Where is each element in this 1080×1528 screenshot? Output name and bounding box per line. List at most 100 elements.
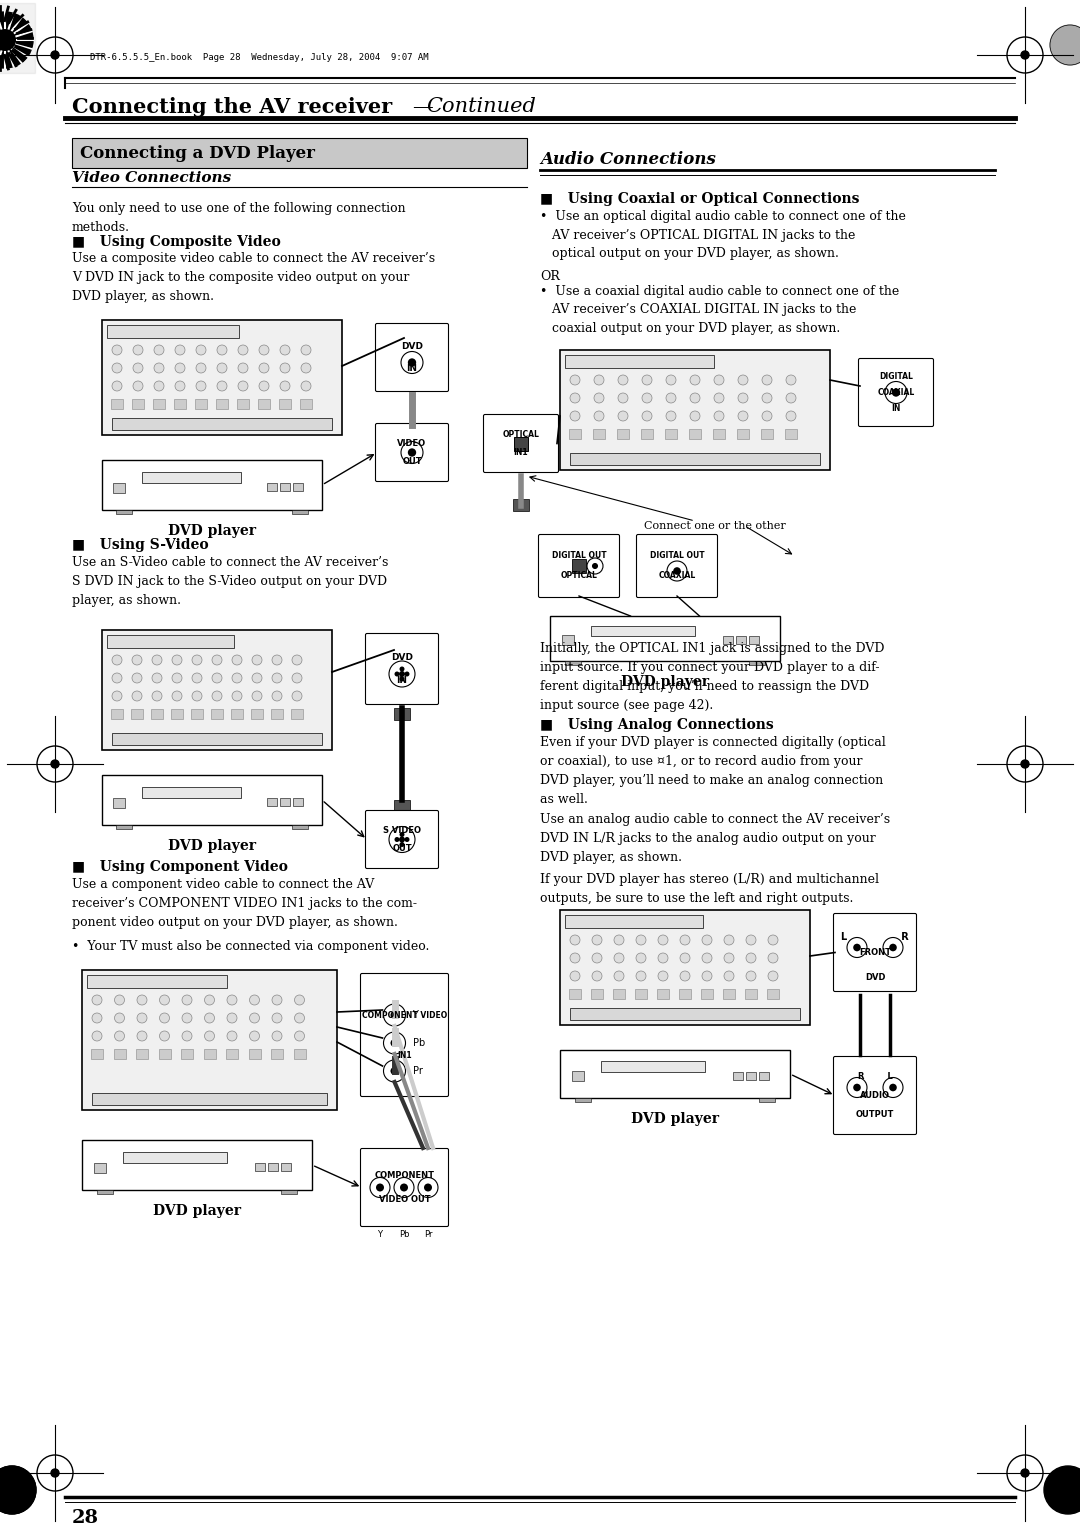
Circle shape xyxy=(592,953,602,963)
Text: Continued: Continued xyxy=(426,98,536,116)
Circle shape xyxy=(786,374,796,385)
Circle shape xyxy=(152,691,162,701)
Circle shape xyxy=(204,1031,215,1041)
Circle shape xyxy=(666,374,676,385)
FancyBboxPatch shape xyxy=(636,535,717,597)
FancyBboxPatch shape xyxy=(365,810,438,868)
Circle shape xyxy=(658,953,669,963)
Circle shape xyxy=(160,995,170,1005)
Circle shape xyxy=(192,691,202,701)
FancyBboxPatch shape xyxy=(859,359,933,426)
Circle shape xyxy=(183,1031,192,1041)
Bar xyxy=(291,709,303,720)
Text: DVD: DVD xyxy=(401,342,423,351)
Bar xyxy=(570,452,820,465)
Bar xyxy=(136,1050,148,1059)
Text: VIDEO: VIDEO xyxy=(397,439,427,448)
Text: Y: Y xyxy=(378,1230,382,1239)
Circle shape xyxy=(762,393,772,403)
Bar xyxy=(732,1071,743,1080)
Bar xyxy=(141,472,241,483)
Text: IN: IN xyxy=(891,405,901,413)
Circle shape xyxy=(690,374,700,385)
Circle shape xyxy=(370,1178,390,1198)
Text: Video Connections: Video Connections xyxy=(72,171,231,185)
Circle shape xyxy=(658,935,669,944)
Bar xyxy=(572,559,586,573)
Circle shape xyxy=(889,944,896,952)
Circle shape xyxy=(400,842,405,847)
Bar xyxy=(745,989,757,999)
Circle shape xyxy=(292,672,302,683)
Circle shape xyxy=(618,374,627,385)
Circle shape xyxy=(175,380,185,391)
Text: OPTICAL: OPTICAL xyxy=(502,429,539,439)
Circle shape xyxy=(1050,24,1080,66)
Bar xyxy=(251,709,264,720)
Circle shape xyxy=(570,953,580,963)
Circle shape xyxy=(892,388,901,397)
Bar xyxy=(575,1099,591,1102)
Bar xyxy=(613,989,625,999)
Circle shape xyxy=(295,1013,305,1024)
Circle shape xyxy=(227,995,237,1005)
Circle shape xyxy=(673,567,680,575)
Bar xyxy=(593,429,605,439)
Text: 28: 28 xyxy=(72,1510,99,1526)
Text: Connect one or the other: Connect one or the other xyxy=(644,521,786,532)
Bar xyxy=(767,989,779,999)
Circle shape xyxy=(195,364,206,373)
Bar xyxy=(102,775,322,825)
Bar xyxy=(679,989,691,999)
Circle shape xyxy=(272,691,282,701)
Bar xyxy=(642,429,653,439)
Circle shape xyxy=(724,935,734,944)
Text: Even if your DVD player is connected digitally (optical
or coaxial), to use ¤1, : Even if your DVD player is connected dig… xyxy=(540,736,886,805)
Text: DVD player: DVD player xyxy=(621,675,708,689)
Circle shape xyxy=(636,970,646,981)
FancyBboxPatch shape xyxy=(834,1056,917,1134)
Bar xyxy=(665,429,677,439)
Bar xyxy=(713,429,725,439)
Text: COAXIAL: COAXIAL xyxy=(877,388,915,397)
Circle shape xyxy=(853,944,861,952)
Circle shape xyxy=(172,672,183,683)
Bar xyxy=(592,626,694,636)
Circle shape xyxy=(92,1031,102,1041)
Text: ■   Using Coaxial or Optical Connections: ■ Using Coaxial or Optical Connections xyxy=(540,193,860,206)
Text: Connecting a DVD Player: Connecting a DVD Player xyxy=(80,145,315,162)
Text: Pr: Pr xyxy=(423,1230,432,1239)
Circle shape xyxy=(212,672,222,683)
Bar xyxy=(758,1071,769,1080)
Bar xyxy=(735,636,745,643)
Circle shape xyxy=(570,935,580,944)
FancyBboxPatch shape xyxy=(361,973,448,1097)
Circle shape xyxy=(238,345,248,354)
Circle shape xyxy=(615,935,624,944)
Bar xyxy=(72,138,527,168)
Bar xyxy=(281,1163,291,1170)
Text: You only need to use one of the following connection
methods.: You only need to use one of the followin… xyxy=(72,202,406,234)
Circle shape xyxy=(92,1013,102,1024)
Circle shape xyxy=(399,836,405,842)
Circle shape xyxy=(114,1013,124,1024)
Bar xyxy=(657,989,669,999)
Bar xyxy=(591,989,603,999)
Circle shape xyxy=(738,411,748,422)
Circle shape xyxy=(570,374,580,385)
FancyBboxPatch shape xyxy=(539,535,620,597)
Circle shape xyxy=(227,1013,237,1024)
Circle shape xyxy=(280,364,291,373)
Circle shape xyxy=(137,1031,147,1041)
Circle shape xyxy=(680,953,690,963)
FancyBboxPatch shape xyxy=(376,324,448,391)
Text: Connecting the AV receiver: Connecting the AV receiver xyxy=(72,96,392,118)
Circle shape xyxy=(592,935,602,944)
Circle shape xyxy=(132,672,141,683)
Text: ■   Using S-Video: ■ Using S-Video xyxy=(72,538,208,552)
Text: COMPONENT: COMPONENT xyxy=(375,1170,434,1180)
Circle shape xyxy=(272,995,282,1005)
Circle shape xyxy=(154,380,164,391)
Circle shape xyxy=(391,1067,399,1076)
Text: OUTPUT: OUTPUT xyxy=(855,1109,894,1118)
